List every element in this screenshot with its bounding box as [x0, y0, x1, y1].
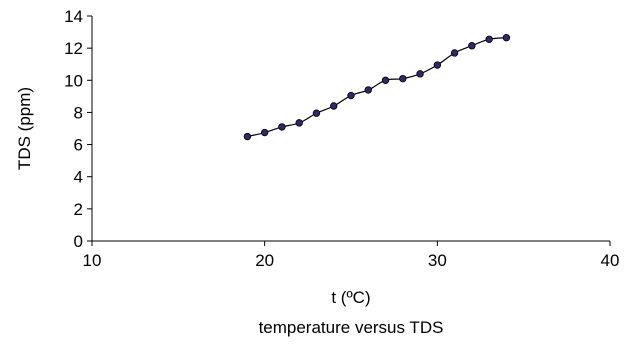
axes: [91, 16, 610, 242]
data-point: [485, 35, 493, 44]
data-point: [278, 123, 286, 131]
data-point: [295, 119, 303, 127]
y-tick-label: 12: [64, 39, 83, 58]
data-point: [381, 76, 390, 84]
x-tick-label: 30: [428, 251, 447, 270]
series-line: [247, 37, 507, 138]
data-point: [347, 91, 355, 100]
series: [243, 33, 511, 141]
data-point: [450, 49, 459, 57]
y-axis-title: TDS (ppm): [15, 87, 34, 170]
x-tick-label: 40: [601, 251, 620, 270]
data-point: [243, 132, 252, 141]
data-point: [312, 109, 321, 117]
data-point: [468, 42, 476, 50]
ticks: 0 2 4 6 8 10 12 14 10 20 30 40: [64, 7, 619, 270]
data-point: [433, 61, 442, 69]
y-tick-label: 14: [64, 7, 83, 26]
data-point: [260, 128, 269, 137]
data-point: [364, 86, 372, 94]
y-tick-label: 4: [74, 168, 83, 187]
x-tick-label: 10: [83, 251, 102, 270]
x-axis-title: t (ºC): [331, 288, 370, 307]
x-tick-label: 20: [255, 251, 274, 270]
data-point: [330, 102, 338, 110]
y-tick-label: 8: [74, 103, 83, 122]
data-point: [416, 70, 424, 78]
data-point: [399, 74, 407, 83]
chart-caption: temperature versus TDS: [259, 318, 444, 337]
y-tick-label: 0: [74, 232, 83, 251]
y-tick-label: 10: [64, 71, 83, 90]
y-tick-label: 6: [74, 136, 83, 155]
data-point: [502, 33, 511, 42]
y-tick-label: 2: [74, 200, 83, 219]
